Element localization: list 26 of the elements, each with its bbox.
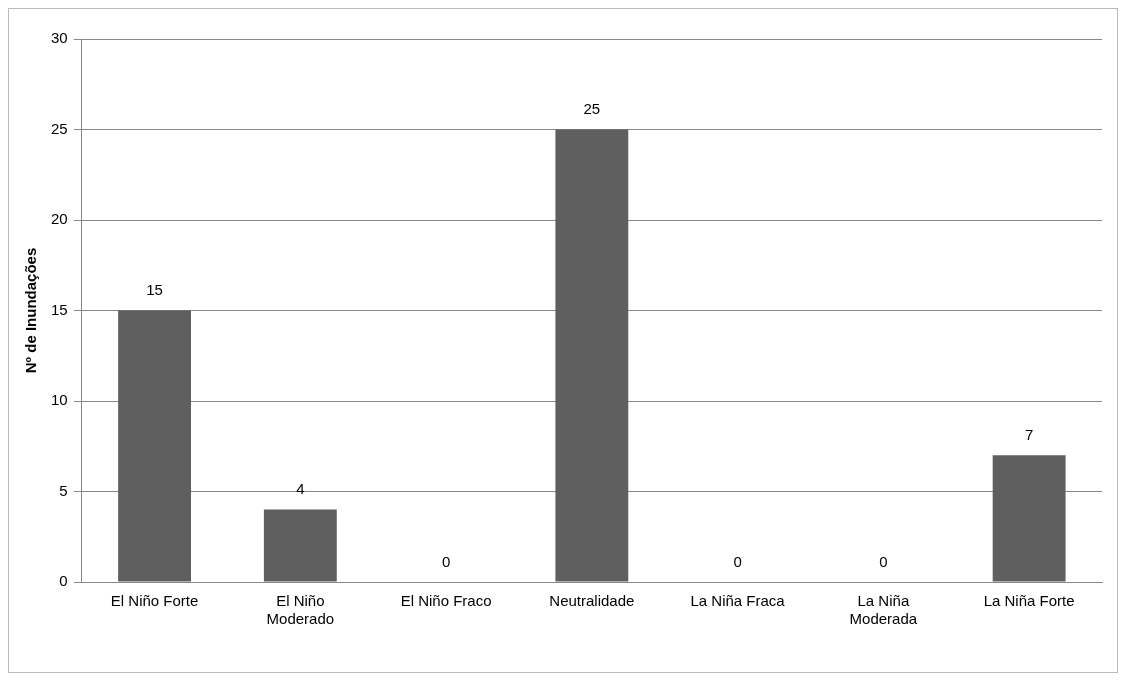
y-tick-label: 0 (59, 572, 68, 590)
x-tick-label: El Niño Moderado (266, 592, 335, 628)
data-label: 4 (296, 480, 305, 498)
data-label: 25 (583, 100, 601, 118)
data-label: 0 (441, 552, 451, 570)
x-tick-label: La Niña Forte (983, 592, 1075, 610)
data-label: 0 (733, 552, 742, 570)
y-axis-title: Nº de Inundações (22, 247, 40, 374)
bar (555, 129, 629, 582)
x-tick-label: Neutralidade (549, 592, 635, 610)
data-label: 15 (146, 281, 163, 299)
bar (263, 509, 337, 582)
x-tick-label: La Niña Fraca (690, 592, 786, 610)
y-tick-label: 10 (51, 391, 68, 409)
x-tick-label: El Niño Fraco (400, 592, 492, 610)
data-label: 0 (879, 552, 888, 570)
bar (992, 455, 1066, 582)
x-tick-label: El Niño Forte (110, 592, 199, 610)
y-tick-label: 15 (51, 300, 68, 318)
bar (118, 310, 191, 582)
y-tick-label: 20 (51, 210, 68, 228)
x-tick-label: La Niña Moderada (849, 592, 918, 628)
y-tick-label: 30 (51, 29, 68, 47)
y-tick-label: 25 (51, 119, 68, 137)
data-label: 7 (1024, 425, 1034, 443)
y-tick-label: 5 (59, 481, 68, 499)
